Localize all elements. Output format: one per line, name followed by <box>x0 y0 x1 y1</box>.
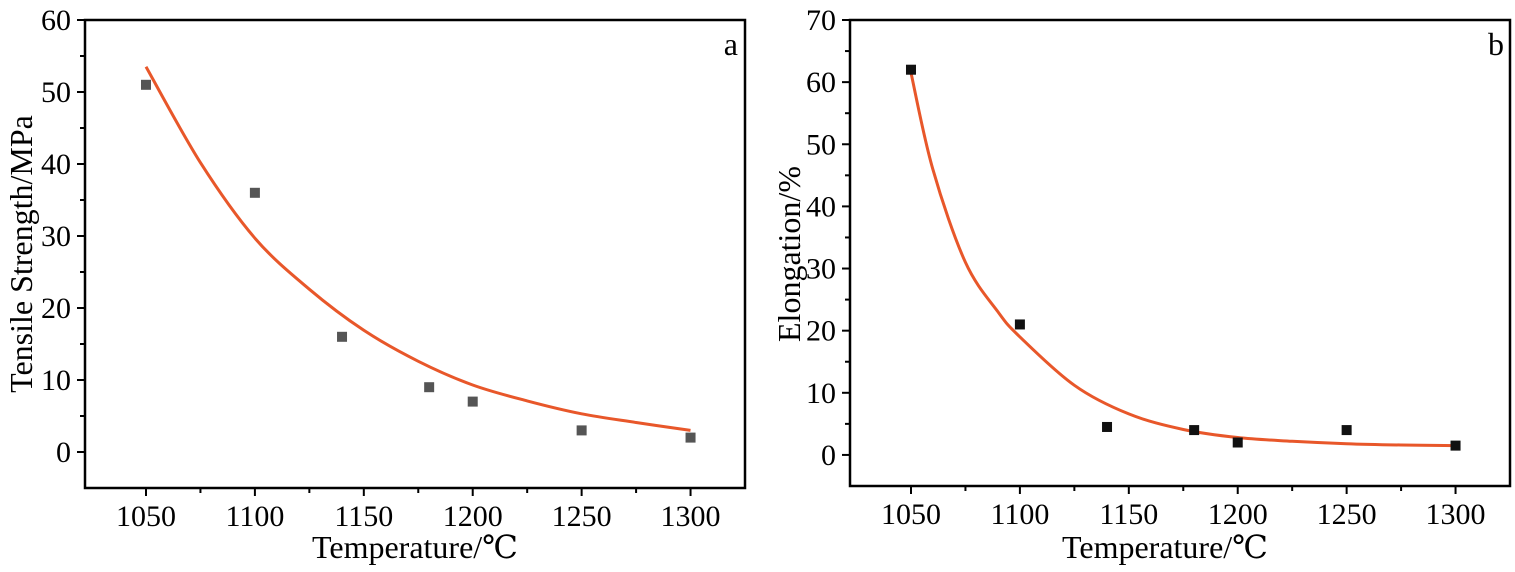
data-point <box>424 382 435 393</box>
y-axis-title: Tensile Strength/MPa <box>3 115 39 393</box>
panel-label: b <box>1488 26 1504 62</box>
y-tick-label: 60 <box>41 4 71 37</box>
x-tick-label: 1300 <box>1426 498 1486 531</box>
y-tick-label: 20 <box>41 292 71 325</box>
data-points <box>140 79 696 443</box>
y-tick-label: 10 <box>41 364 71 397</box>
y-tick-labels: 0 10 20 30 40 50 60 <box>41 4 71 469</box>
y-tick-label: 70 <box>806 4 836 37</box>
y-tick-label: 20 <box>806 315 836 348</box>
y-tick-label: 10 <box>806 377 836 410</box>
plot-frame <box>848 18 1512 488</box>
y-tick-labels: 0 10 20 30 40 50 60 70 <box>806 4 836 472</box>
x-tick-labels: 1050 1100 1150 1200 1250 1300 <box>881 498 1486 531</box>
data-point <box>905 64 916 75</box>
data-point <box>1102 421 1113 432</box>
x-tick-label: 1050 <box>881 498 941 531</box>
fit-curve <box>909 72 1456 448</box>
y-tick-label: 50 <box>41 76 71 109</box>
data-points <box>905 64 1461 451</box>
data-point <box>685 432 696 443</box>
data-point <box>337 331 348 342</box>
data-point <box>1232 437 1243 448</box>
data-point <box>249 187 260 198</box>
x-tick-label: 1050 <box>116 500 176 533</box>
data-point <box>140 79 151 90</box>
axis-ticks <box>77 19 692 496</box>
y-tick-label: 60 <box>806 66 836 99</box>
y-tick-label: 0 <box>821 439 836 472</box>
x-tick-label: 1250 <box>552 500 612 533</box>
x-tick-label: 1250 <box>1317 498 1377 531</box>
x-tick-label: 1100 <box>225 500 284 533</box>
data-point <box>467 396 478 407</box>
y-tick-label: 30 <box>41 220 71 253</box>
data-point <box>1189 425 1200 436</box>
x-axis-title: Temperature/℃ <box>312 529 518 565</box>
x-axis-title: Temperature/℃ <box>1062 529 1268 565</box>
fit-curve <box>144 66 691 432</box>
panel-label: a <box>724 26 738 62</box>
y-axis-title: Elongation/% <box>771 166 807 342</box>
data-point <box>1014 319 1025 330</box>
panel-a: 1050 1100 1150 1200 1250 1300 0 10 20 30 40 50 60 a… <box>3 4 747 565</box>
data-point <box>1450 440 1461 451</box>
data-point <box>576 425 587 436</box>
axis-ticks <box>842 19 1457 494</box>
panel-b: 1050 1100 1150 1200 1250 1300 0 10 20 30 40 50 60 70… <box>771 4 1512 565</box>
y-tick-label: 0 <box>56 436 71 469</box>
y-tick-label: 50 <box>806 128 836 161</box>
y-tick-label: 30 <box>806 253 836 286</box>
x-tick-labels: 1050 1100 1150 1200 1250 1300 <box>116 500 721 533</box>
x-tick-label: 1200 <box>443 500 503 533</box>
x-tick-label: 1300 <box>661 500 721 533</box>
y-tick-label: 40 <box>41 148 71 181</box>
y-tick-label: 40 <box>806 190 836 223</box>
plot-frame <box>83 18 747 490</box>
data-point <box>1341 425 1352 436</box>
x-tick-label: 1200 <box>1208 498 1268 531</box>
x-tick-label: 1150 <box>1099 498 1158 531</box>
x-tick-label: 1150 <box>334 500 393 533</box>
x-tick-label: 1100 <box>990 498 1049 531</box>
